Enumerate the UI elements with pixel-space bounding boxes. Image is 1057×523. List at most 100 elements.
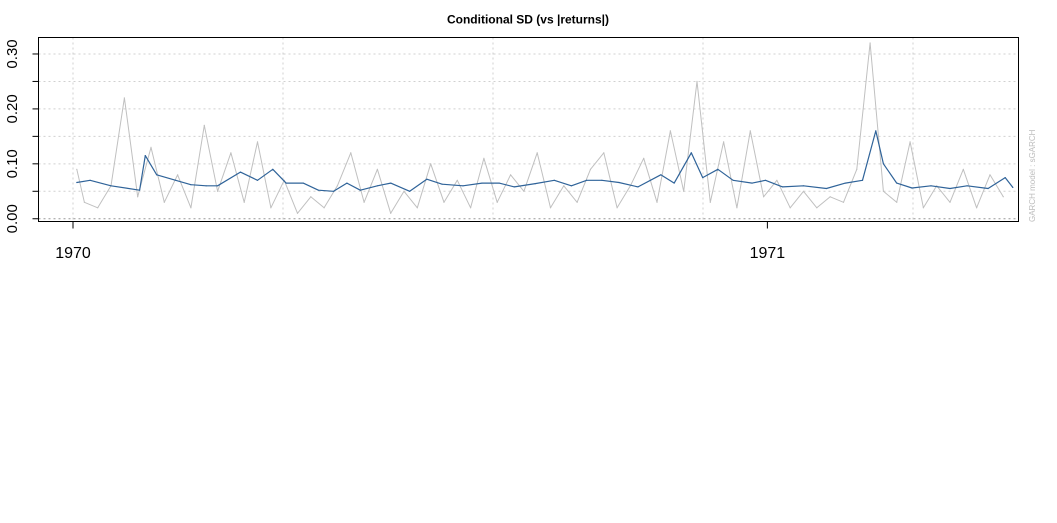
abs-return-point <box>137 196 139 198</box>
cond-sd-point <box>702 176 704 179</box>
cond-sd-point <box>272 168 274 170</box>
abs-return-point <box>536 152 538 154</box>
abs-return-point <box>483 157 485 159</box>
cond-sd-point <box>882 163 885 165</box>
axes: 0.00 0.10 0.20 0.30 1970 1971 <box>4 39 785 262</box>
abs-return-point <box>896 201 898 203</box>
series-line-cond-sd <box>76 130 1014 192</box>
abs-return-point <box>203 124 205 126</box>
abs-return-point <box>416 207 418 209</box>
cond-sd-point <box>205 185 207 187</box>
abs-return-point <box>616 207 618 209</box>
cond-sd-point <box>376 185 378 187</box>
abs-return-point <box>443 201 445 203</box>
abs-return-point <box>376 168 378 170</box>
abs-return-point <box>549 207 552 209</box>
abs-return-point <box>736 207 738 209</box>
abs-return-point <box>270 207 272 209</box>
abs-return-point <box>922 207 924 209</box>
cond-sd-point <box>782 186 784 188</box>
cond-sd-point <box>441 183 443 185</box>
abs-return-point <box>669 130 671 132</box>
series-line-abs-returns <box>76 42 1004 214</box>
abs-return-point <box>723 141 725 143</box>
cond-sd-point <box>156 174 158 176</box>
cond-sd-point <box>333 190 335 192</box>
cond-sd-point <box>861 179 864 181</box>
cond-sd-point <box>216 185 219 187</box>
abs-return-point <box>882 190 885 192</box>
abs-return-point <box>83 201 86 203</box>
abs-return-point <box>256 141 259 143</box>
abs-return-point <box>949 201 951 203</box>
cond-sd-point <box>949 187 951 190</box>
abs-return-point <box>802 190 805 192</box>
abs-return-point <box>150 146 152 148</box>
abs-return-point <box>216 190 219 192</box>
abs-return-point <box>430 163 432 165</box>
abs-return-point <box>190 207 192 209</box>
series-layer <box>76 42 1014 214</box>
abs-return-point <box>1002 196 1004 198</box>
abs-return-point <box>696 80 698 83</box>
cond-sd-point <box>1004 176 1006 179</box>
abs-return-point <box>789 207 791 209</box>
cond-sd-point <box>673 182 675 184</box>
abs-return-point <box>589 168 592 170</box>
chart-title: Conditional SD (vs |returns|) <box>447 13 609 27</box>
y-tick-label: 0.10 <box>4 149 21 178</box>
cond-sd-point <box>239 171 242 173</box>
cond-sd-point <box>764 179 767 181</box>
cond-sd-point <box>426 178 428 180</box>
cond-sd-point <box>966 185 968 187</box>
cond-sd-point <box>190 184 192 186</box>
cond-sd-point <box>534 183 536 185</box>
abs-return-point <box>762 196 765 198</box>
cond-sd-point <box>825 187 827 190</box>
y-tick-label: 0.00 <box>4 204 21 233</box>
abs-return-point <box>776 179 778 181</box>
abs-return-point <box>869 42 871 44</box>
abs-return-point <box>842 201 845 203</box>
abs-return-point <box>576 201 578 203</box>
cond-sd-point <box>751 182 753 184</box>
x-tick-label: 1971 <box>750 245 786 262</box>
cond-sd-point <box>690 152 692 154</box>
cond-sd-point <box>637 186 639 188</box>
abs-return-point <box>323 207 325 209</box>
abs-return-point <box>749 130 751 132</box>
cond-sd-point <box>660 174 662 176</box>
cond-sd-point <box>285 182 287 184</box>
abs-return-point <box>390 212 392 214</box>
cond-sd-point <box>346 182 348 184</box>
cond-sd-point <box>175 179 177 181</box>
abs-return-point <box>177 174 179 176</box>
abs-return-point <box>363 201 365 203</box>
cond-sd-point <box>618 181 620 184</box>
abs-return-point <box>656 201 658 203</box>
cond-sd-point <box>390 182 392 184</box>
abs-return-point <box>829 196 831 198</box>
y-tick-label: 0.20 <box>4 94 21 123</box>
cond-sd-point <box>896 182 898 184</box>
cond-sd-point <box>717 168 719 170</box>
cond-sd-point <box>110 185 112 187</box>
abs-return-point <box>310 196 312 198</box>
cond-sd-point <box>732 179 734 181</box>
abs-return-point <box>909 141 911 143</box>
y-tick-label: 0.30 <box>4 39 21 68</box>
abs-return-point <box>163 201 165 203</box>
grid <box>38 37 1019 222</box>
abs-return-point <box>816 207 818 209</box>
abs-return-point <box>643 157 645 159</box>
cond-sd-point <box>76 181 78 184</box>
abs-return-point <box>243 201 245 203</box>
abs-return-point <box>76 168 78 170</box>
x-tick-label: 1970 <box>55 245 91 262</box>
abs-return-point <box>523 190 525 192</box>
cond-sd-point <box>802 185 805 187</box>
abs-return-point <box>989 174 991 176</box>
cond-sd-point <box>89 179 91 181</box>
cond-sd-point <box>498 182 500 184</box>
